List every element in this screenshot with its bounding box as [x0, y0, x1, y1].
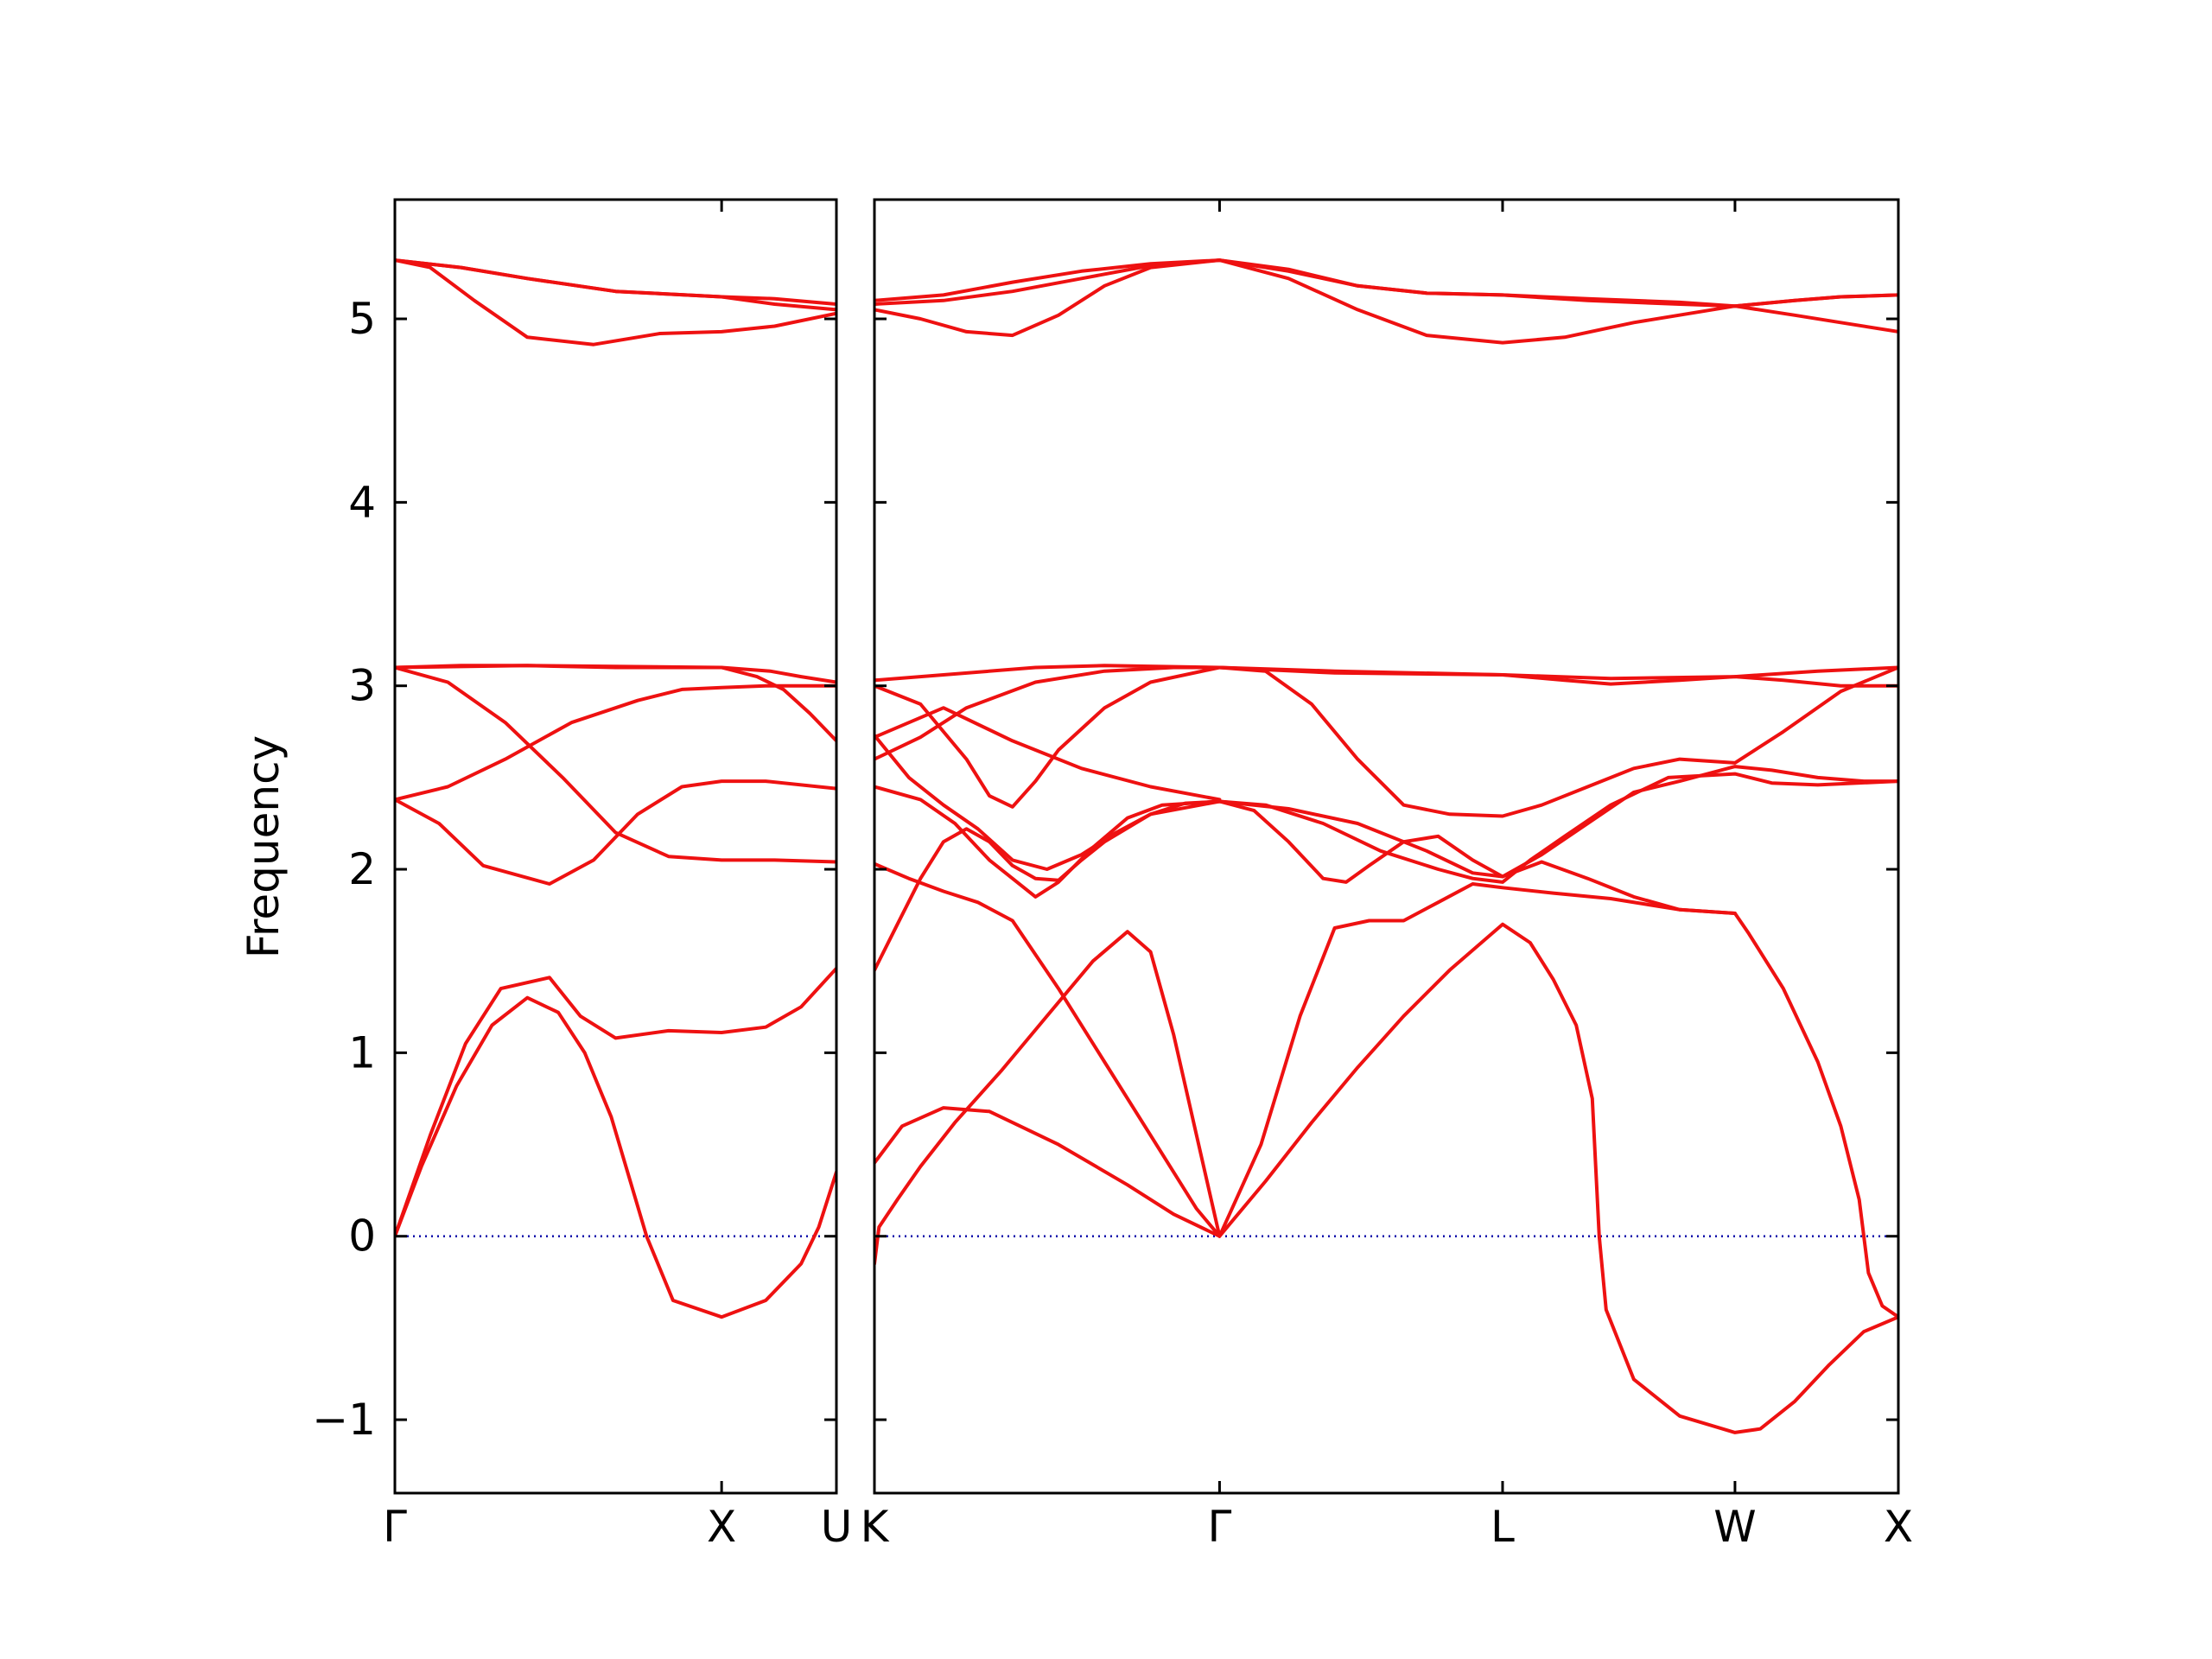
- y-tick-label: 2: [348, 844, 376, 894]
- y-axis: −1 0 1 2 3 4 5: [312, 294, 376, 1445]
- y-tick-label: 4: [348, 477, 376, 527]
- y-tick-label: 1: [348, 1027, 376, 1077]
- y-tick-label: 5: [348, 294, 376, 344]
- panel-frame: [873, 198, 1900, 1495]
- bands: [395, 258, 836, 1319]
- x-tick-label: Γ: [1208, 1502, 1232, 1552]
- band-1: [874, 882, 1898, 1319]
- band-3: [874, 765, 1898, 972]
- band-2: [874, 922, 1898, 1434]
- band-8: [395, 258, 836, 346]
- panel-frame: [393, 198, 838, 1495]
- x-tick-label: L: [1491, 1502, 1515, 1552]
- band-13: [874, 258, 1898, 308]
- band-3: [395, 779, 836, 886]
- band-5: [395, 665, 836, 864]
- band-2: [395, 966, 836, 1238]
- x-tick-label: X: [707, 1502, 736, 1552]
- band-6: [874, 734, 1898, 884]
- band-7: [874, 665, 1898, 818]
- y-tick-label: 0: [348, 1211, 376, 1262]
- x-tick-label: U: [821, 1502, 853, 1552]
- band-4: [395, 683, 836, 802]
- y-axis-label: Frequency: [238, 735, 289, 958]
- y-tick-label: 3: [348, 661, 376, 711]
- x-tick-label: Γ: [383, 1502, 407, 1552]
- band-11: [874, 258, 1898, 345]
- x-tick-label: K: [861, 1502, 890, 1552]
- band-4: [874, 861, 1222, 1238]
- x-tick-label: X: [1884, 1502, 1913, 1552]
- y-tick-label: −1: [312, 1395, 376, 1445]
- x-tick-label: W: [1713, 1502, 1756, 1552]
- bands: [874, 258, 1898, 1434]
- band-9: [874, 664, 1898, 683]
- band-10: [874, 706, 1222, 802]
- band-7: [395, 664, 836, 684]
- band-1: [395, 995, 836, 1319]
- band-10: [395, 258, 836, 312]
